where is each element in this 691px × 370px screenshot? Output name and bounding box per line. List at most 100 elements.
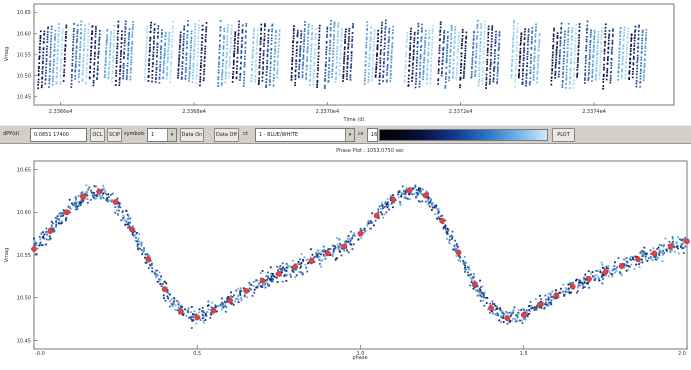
phase-point <box>317 249 320 252</box>
time-point <box>561 81 564 83</box>
time-point <box>64 49 66 52</box>
time-point <box>566 53 569 56</box>
time-point <box>621 63 624 66</box>
time-point <box>126 69 129 72</box>
period-input[interactable]: 0.0851 17400 <box>30 128 87 142</box>
phase-point <box>52 222 54 225</box>
time-point <box>533 60 536 63</box>
time-point <box>617 70 620 73</box>
phase-point <box>160 275 162 278</box>
time-point <box>621 68 624 70</box>
time-point <box>109 46 112 49</box>
time-point <box>457 42 460 45</box>
time-point <box>352 26 354 29</box>
phase-point <box>583 281 586 284</box>
time-point <box>258 58 261 61</box>
phase-point <box>400 195 403 198</box>
time-point <box>186 36 189 39</box>
time-point <box>294 78 297 81</box>
phase-point <box>243 295 246 298</box>
phase-point <box>389 195 392 197</box>
time-point <box>299 55 301 57</box>
time-point <box>535 26 537 28</box>
plot-button[interactable]: PLOT <box>552 128 575 142</box>
phase-point <box>555 297 558 300</box>
data-on-button[interactable]: Data On <box>180 128 204 142</box>
time-point <box>426 78 428 81</box>
time-point <box>272 76 275 79</box>
symbols-select[interactable]: 1 ▾ <box>147 128 177 142</box>
time-point <box>313 70 315 73</box>
phase-point <box>455 255 458 257</box>
phase-point <box>638 261 641 264</box>
time-point <box>278 41 280 44</box>
time-point <box>262 68 264 70</box>
cs-input[interactable]: 16 <box>367 128 378 142</box>
time-point <box>376 46 379 48</box>
time-point <box>74 78 76 80</box>
time-point <box>443 36 445 39</box>
time-point <box>475 46 478 49</box>
time-point <box>98 43 100 46</box>
time-point <box>78 73 81 76</box>
phase-point <box>224 310 227 313</box>
phase-point <box>386 203 388 205</box>
data-off-button[interactable]: Data Off <box>214 128 239 142</box>
time-point <box>523 37 526 39</box>
time-point <box>336 50 338 53</box>
time-point <box>184 68 187 71</box>
time-point <box>205 22 208 24</box>
time-point <box>226 37 229 40</box>
time-point <box>166 72 168 74</box>
time-point <box>364 69 367 71</box>
scip-button[interactable]: SCIP <box>107 128 122 142</box>
time-point <box>82 61 85 64</box>
time-point <box>126 65 129 67</box>
time-point <box>126 62 129 65</box>
time-point <box>219 34 222 36</box>
time-point <box>479 44 482 47</box>
time-point <box>145 46 148 49</box>
time-point <box>93 74 95 77</box>
phase-point <box>645 253 647 256</box>
time-point <box>534 30 537 32</box>
phase-point <box>421 200 424 203</box>
phase-point <box>508 311 511 314</box>
phase-point <box>397 191 400 194</box>
time-point <box>313 53 316 56</box>
time-point <box>193 43 196 46</box>
phase-point <box>655 258 658 261</box>
time-point <box>290 76 293 79</box>
time-point <box>407 84 410 86</box>
time-point <box>630 40 633 42</box>
time-point <box>233 42 236 44</box>
time-point <box>369 36 372 39</box>
time-point <box>372 54 375 57</box>
time-point <box>78 64 81 67</box>
time-point <box>612 28 614 31</box>
phase-point <box>533 309 536 311</box>
time-point <box>163 60 165 62</box>
phase-point <box>264 283 267 286</box>
phase-point <box>615 270 618 272</box>
time-point <box>428 37 430 40</box>
phase-point <box>225 305 228 308</box>
phase-point <box>419 189 422 192</box>
time-point <box>48 79 51 82</box>
ocl-button[interactable]: OCL <box>90 128 105 142</box>
time-point <box>421 29 423 32</box>
time-point <box>65 24 68 27</box>
time-point <box>307 33 310 35</box>
color-table-select[interactable]: 1 - BLUE/WHITE ▾ <box>255 128 355 142</box>
time-point <box>344 36 347 38</box>
time-point <box>565 78 568 81</box>
time-point <box>465 35 468 38</box>
phase-point <box>219 304 222 306</box>
phase-point <box>414 184 417 187</box>
phase-point <box>71 203 74 206</box>
time-point <box>342 77 345 80</box>
time-point <box>148 58 151 60</box>
phase-point <box>190 327 193 329</box>
phase-point <box>515 320 518 323</box>
phase-point <box>125 220 128 223</box>
